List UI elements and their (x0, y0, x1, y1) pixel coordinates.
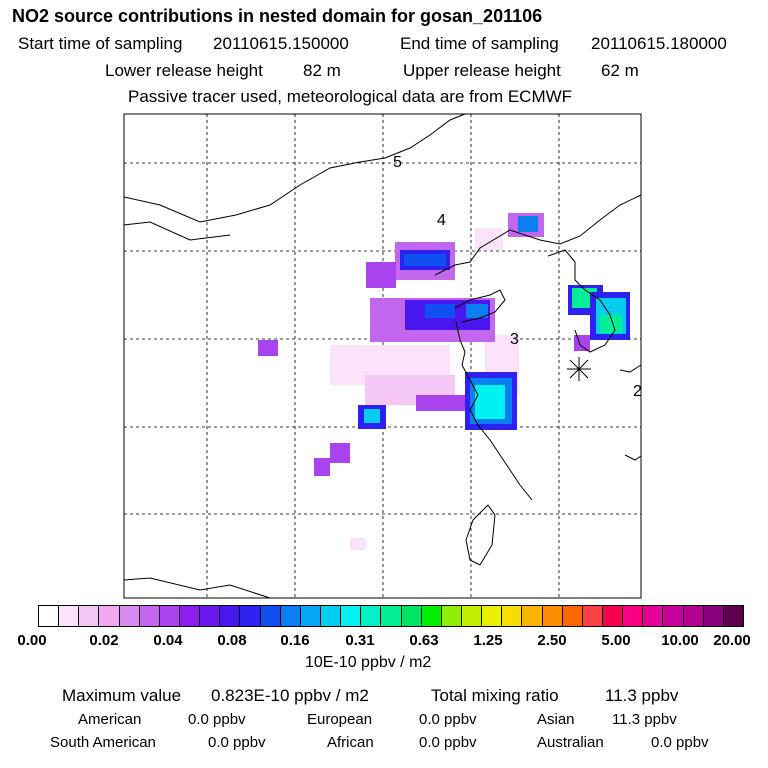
color-scale-segment (139, 606, 160, 626)
lower-height-label: Lower release height (105, 61, 263, 80)
max-value-label: Maximum value (62, 686, 182, 705)
region-name: African (327, 734, 374, 751)
region-value: 0.0 ppbv (188, 711, 246, 728)
total-mixing-label: Total mixing ratio (431, 686, 559, 705)
color-scale-segment (703, 606, 724, 626)
marker-4: 4 (437, 212, 446, 229)
region-value: 0.0 ppbv (419, 734, 477, 751)
color-scale-segment (260, 606, 281, 626)
color-scale-segment (220, 606, 241, 626)
region-name: American (78, 711, 142, 728)
color-scale-segment (663, 606, 684, 626)
tick-label: 0.31 (345, 632, 375, 649)
color-scale-segment (562, 606, 583, 626)
total-mixing-value: 11.3 ppbv (605, 686, 679, 705)
region-name: South American (50, 734, 156, 751)
marker-5: 5 (393, 154, 402, 171)
color-scale-segment (421, 606, 442, 626)
upper-height-value: 62 m (601, 61, 639, 80)
color-scale-segment (79, 606, 100, 626)
color-scale-segment (683, 606, 704, 626)
lower-height-value: 82 m (303, 61, 341, 80)
color-scale-segment (522, 606, 543, 626)
tick-label: 0.16 (280, 632, 310, 649)
color-scale-segment (502, 606, 523, 626)
region-value: 0.0 ppbv (651, 734, 709, 751)
color-scale-segment (381, 606, 402, 626)
color-scale-segment (159, 606, 180, 626)
upper-height-label: Upper release height (403, 61, 561, 80)
color-scale-segment (723, 606, 743, 626)
color-scale-segment (59, 606, 80, 626)
tick-label: 10.00 (661, 632, 699, 649)
color-scale-segment (119, 606, 140, 626)
end-time-value: 20110615.180000 (591, 34, 727, 53)
start-time-value: 20110615.150000 (213, 34, 349, 53)
color-scale-segment (300, 606, 321, 626)
color-scale-segment (39, 606, 60, 626)
region-name: Asian (537, 711, 575, 728)
region-name: European (307, 711, 373, 728)
marker-2: 2 (633, 383, 642, 400)
receptor-gosan-icon (567, 357, 591, 381)
tick-label: 0.02 (89, 632, 119, 649)
color-scale-segment (320, 606, 342, 626)
lat-lon-grid (124, 114, 641, 598)
region-name: Australian (537, 734, 604, 751)
color-scale-segment (240, 606, 261, 626)
end-time-label: End time of sampling (400, 34, 559, 53)
tick-label: 20.00 (713, 632, 751, 649)
color-scale-segment (99, 606, 120, 626)
color-scale-segment (280, 606, 301, 626)
region-value: 0.0 ppbv (419, 711, 477, 728)
start-time-label: Start time of sampling (18, 34, 183, 53)
concentration-field (258, 213, 630, 550)
tick-label: 1.25 (473, 632, 503, 649)
tick-label: 0.63 (409, 632, 439, 649)
region-value: 0.0 ppbv (208, 734, 266, 751)
max-value: 0.823E-10 ppbv / m2 (211, 686, 369, 705)
color-scale-segment (441, 606, 462, 626)
color-scale-segment (361, 606, 382, 626)
color-scale-segment (482, 606, 503, 626)
plot-title: NO2 source contributions in nested domai… (12, 6, 543, 26)
coastlines (123, 113, 642, 599)
tick-label: 0.00 (17, 632, 47, 649)
color-scale-segment (623, 606, 644, 626)
tick-label: 0.08 (217, 632, 247, 649)
tracer-note: Passive tracer used, meteorological data… (128, 87, 573, 106)
color-scale-segment (643, 606, 664, 626)
units-label: 10E-10 ppbv / m2 (305, 654, 432, 671)
color-scale-segment (341, 606, 362, 626)
color-scale-segment (179, 606, 201, 626)
tick-label: 2.50 (537, 632, 567, 649)
color-scale-segment (602, 606, 624, 626)
color-scale-segment (582, 606, 603, 626)
region-value: 11.3 ppbv (612, 711, 677, 728)
color-scale-segment (401, 606, 422, 626)
tick-label: 0.04 (153, 632, 183, 649)
color-scale-bar (38, 605, 744, 627)
color-scale-segment (200, 606, 221, 626)
color-scale-segment (461, 606, 483, 626)
tick-label: 5.00 (601, 632, 631, 649)
marker-3: 3 (510, 331, 519, 348)
color-scale-segment (542, 606, 563, 626)
